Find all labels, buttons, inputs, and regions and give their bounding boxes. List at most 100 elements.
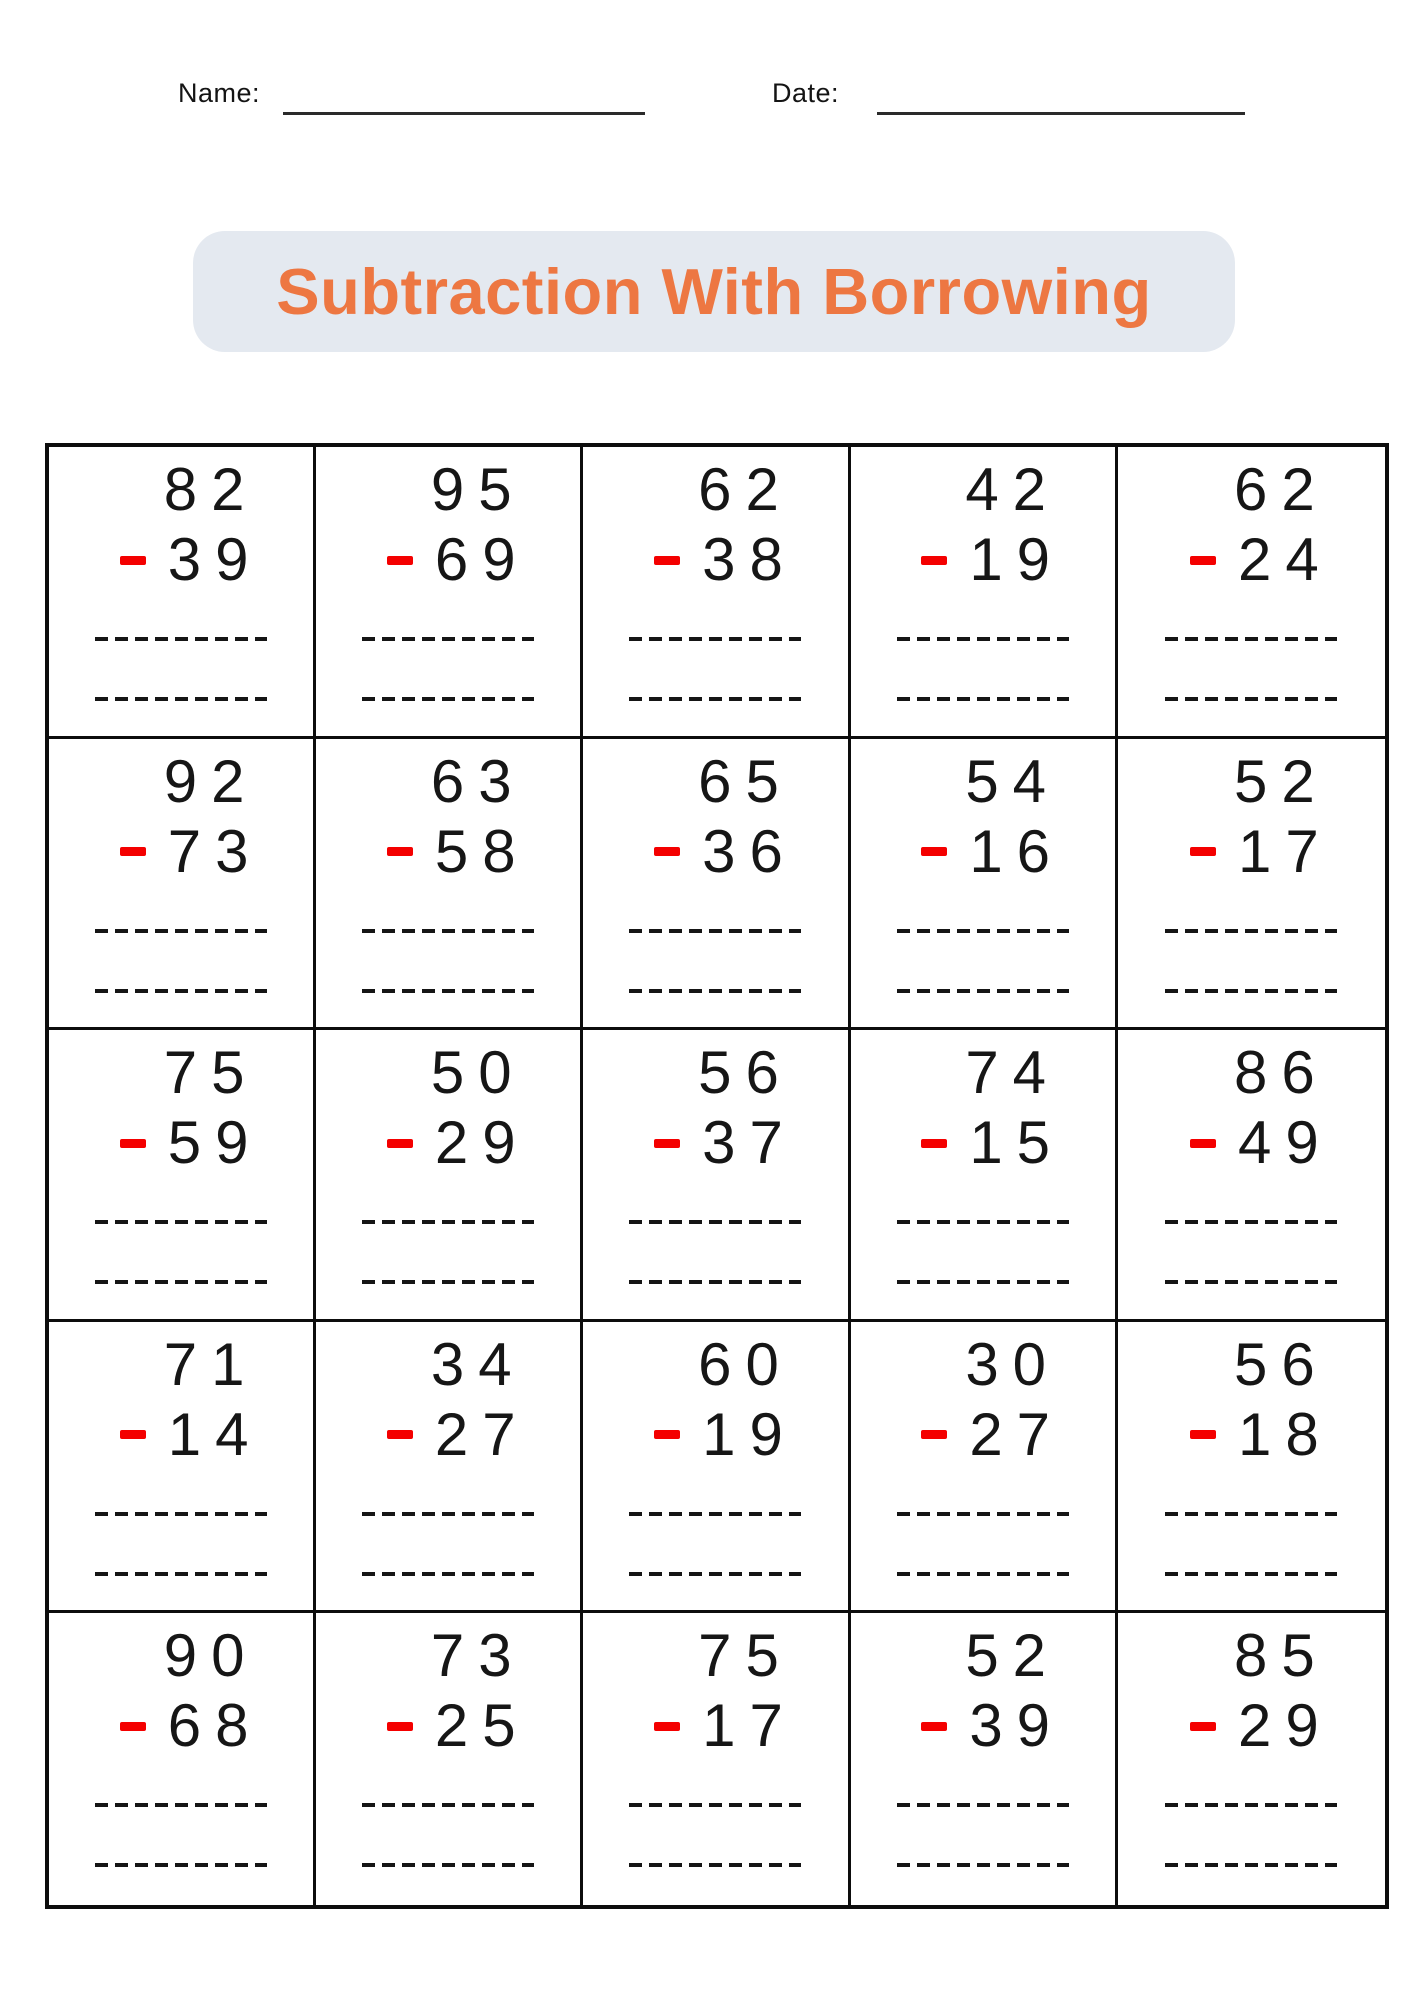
problem-cell-19: 30 27 — [850, 1321, 1118, 1614]
subtrahend-row: 29 — [1190, 1695, 1333, 1757]
subtrahend: 29 — [1238, 1692, 1333, 1760]
subtrahend-row: 24 — [1190, 529, 1333, 591]
minuend: 85 — [1234, 1622, 1329, 1690]
problem-cell-23: 75 17 — [583, 1613, 851, 1905]
minuend: 71 — [163, 1330, 259, 1398]
answer-line-2 — [95, 988, 268, 993]
subtrahend: 39 — [167, 526, 263, 593]
problem-cell-3: 62 38 — [583, 447, 851, 739]
answer-line-1 — [1165, 1803, 1338, 1808]
minus-icon — [921, 1721, 948, 1731]
minuend: 52 — [965, 1622, 1061, 1690]
name-label: Name: — [178, 78, 261, 108]
answer-line-2 — [95, 1863, 268, 1868]
answer-line-1 — [95, 928, 268, 933]
subtrahend-row: 36 — [654, 820, 797, 883]
minuend: 63 — [430, 747, 526, 815]
problem-cell-22: 73 25 — [316, 1613, 584, 1905]
subtrahend: 29 — [434, 1109, 530, 1177]
subtrahend: 39 — [969, 1692, 1065, 1760]
problem-cell-21: 90 68 — [49, 1613, 317, 1905]
subtrahend-row: 39 — [921, 1695, 1064, 1757]
subtrahend-row: 18 — [1190, 1403, 1333, 1466]
answer-line-2 — [1165, 1863, 1338, 1868]
answer-line-2 — [1165, 697, 1338, 701]
subtrahend: 17 — [702, 1692, 797, 1760]
minus-icon — [1190, 1721, 1217, 1731]
subtrahend-row: 27 — [386, 1400, 530, 1468]
minus-icon — [654, 847, 681, 857]
answer-line-2 — [1165, 1280, 1338, 1285]
minus-icon — [386, 555, 413, 565]
minus-icon — [654, 1721, 681, 1731]
minuend: 62 — [698, 456, 793, 523]
answer-line-1 — [1165, 637, 1338, 641]
minus-icon — [1190, 1138, 1217, 1148]
minuend: 74 — [965, 1039, 1061, 1107]
minuend: 75 — [163, 1039, 259, 1107]
subtrahend: 25 — [434, 1692, 530, 1760]
subtrahend: 15 — [969, 1109, 1065, 1177]
minus-icon — [119, 847, 146, 857]
answer-line-2 — [896, 1863, 1069, 1868]
answer-line-2 — [362, 697, 535, 701]
answer-line-2 — [896, 697, 1069, 701]
minuend: 56 — [1234, 1330, 1329, 1398]
answer-line-1 — [95, 1511, 268, 1516]
minuend: 54 — [965, 747, 1061, 815]
minus-icon — [386, 847, 413, 857]
minuend: 82 — [163, 456, 259, 523]
problem-cell-7: 63 58 — [316, 738, 584, 1031]
answer-line-2 — [896, 1571, 1069, 1576]
problem-cell-12: 50 29 — [316, 1030, 584, 1322]
answer-line-1 — [629, 637, 802, 641]
minus-icon — [654, 1430, 681, 1440]
minuend: 50 — [430, 1039, 526, 1107]
answer-line-1 — [896, 1511, 1069, 1516]
subtrahend: 27 — [434, 1400, 530, 1468]
problem-cell-11: 75 59 — [49, 1030, 317, 1322]
problem-cell-8: 65 36 — [583, 738, 851, 1031]
name-blank-line[interactable] — [283, 112, 645, 115]
subtrahend-row: 73 — [119, 820, 263, 883]
minus-icon — [921, 1430, 948, 1440]
subtrahend: 17 — [1238, 817, 1333, 885]
answer-line-1 — [629, 1511, 802, 1516]
answer-line-1 — [896, 928, 1069, 933]
answer-line-1 — [362, 637, 535, 641]
problem-cell-14: 74 15 — [850, 1030, 1118, 1322]
subtrahend-row: 27 — [921, 1403, 1064, 1466]
subtrahend-row: 38 — [654, 529, 797, 591]
subtrahend-row: 17 — [654, 1695, 797, 1757]
problem-cell-6: 92 73 — [49, 738, 317, 1031]
minuend: 52 — [1234, 747, 1329, 815]
answer-line-2 — [1165, 1571, 1338, 1576]
answer-line-1 — [629, 928, 802, 933]
problem-cell-15: 86 49 — [1117, 1030, 1385, 1322]
subtrahend-row: 39 — [119, 526, 263, 593]
problems-grid: 82 39 95 69 62 38 42 19 — [45, 443, 1389, 1909]
subtrahend-row: 14 — [119, 1403, 263, 1466]
problem-cell-10: 52 17 — [1117, 739, 1385, 1031]
subtrahend: 38 — [702, 526, 797, 593]
subtrahend: 69 — [434, 526, 530, 593]
date-label: Date: — [772, 78, 840, 108]
problem-cell-1: 82 39 — [49, 447, 317, 739]
problem-cell-18: 60 19 — [583, 1321, 851, 1614]
problem-cell-24: 52 39 — [851, 1613, 1118, 1905]
minuend: 34 — [430, 1330, 526, 1398]
answer-line-1 — [1165, 1220, 1338, 1225]
answer-line-2 — [362, 1571, 535, 1576]
answer-line-1 — [1165, 1511, 1338, 1516]
minus-icon — [921, 847, 948, 857]
minus-icon — [654, 555, 681, 565]
problem-cell-16: 71 14 — [49, 1321, 317, 1614]
answer-line-2 — [629, 1280, 802, 1285]
answer-line-1 — [362, 1511, 535, 1516]
subtrahend: 16 — [969, 817, 1065, 885]
date-blank-line[interactable] — [877, 112, 1245, 115]
answer-line-1 — [95, 1803, 268, 1808]
subtrahend-row: 58 — [386, 820, 530, 883]
answer-line-1 — [629, 1220, 802, 1225]
